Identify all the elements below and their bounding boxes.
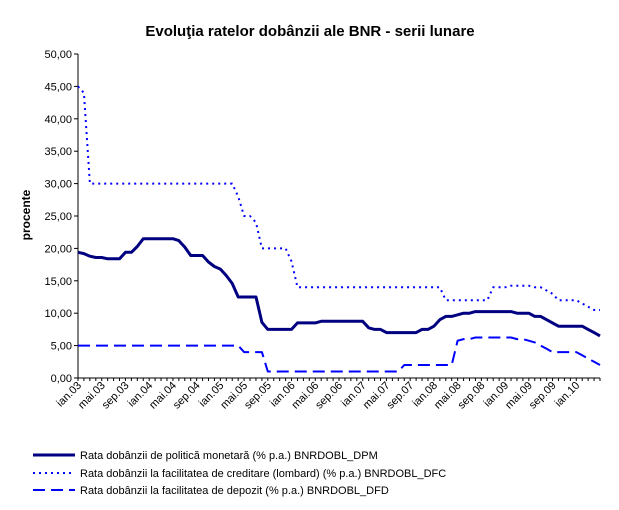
chart-title: Evoluţia ratelor dobânzii ale BNR - seri… (145, 23, 474, 40)
y-tick-label: 10,00 (44, 308, 72, 320)
y-tick-label: 20,00 (44, 243, 72, 255)
x-tick-label: sep.08 (456, 380, 488, 412)
x-tick-label: sep.04 (171, 380, 203, 412)
x-tick-label: sep.03 (100, 380, 132, 412)
series-line-3 (78, 336, 601, 373)
legend-label-3: Rata dobânzii la facilitatea de depozit … (80, 485, 389, 497)
series-line-1 (77, 237, 601, 338)
y-tick-label: 25,00 (44, 211, 72, 223)
y-tick-label: 50,00 (44, 49, 72, 61)
y-axis-label: procente (19, 189, 33, 240)
x-tick-label: sep.05 (242, 380, 274, 412)
y-tick-label: 45,00 (44, 81, 72, 93)
legend: Rata dobânzii de politică monetară (% p.… (33, 450, 446, 497)
y-tick-label: 0,00 (51, 373, 72, 385)
y-axis: 0,00 5,00 10,00 15,00 20,00 25,00 30,00 35,00 40… (44, 49, 79, 385)
legend-label-2: Rata dobânzii la facilitatea de creditar… (80, 468, 446, 480)
y-tick-label: 35,00 (44, 146, 72, 158)
y-tick-label: 15,00 (44, 276, 72, 288)
x-tick-label: sep.06 (313, 380, 345, 412)
series-group (77, 85, 601, 373)
y-tick-label: 5,00 (51, 341, 72, 353)
y-tick-label: 30,00 (44, 179, 72, 191)
x-tick-label: sep.09 (527, 380, 559, 412)
legend-label-1: Rata dobânzii de politică monetară (% p.… (80, 450, 378, 462)
x-axis: ian.03mai.03sep.03ian.04mai.04sep.04ian.… (54, 377, 601, 412)
x-tick-label: ian.10 (553, 380, 583, 410)
x-tick-label: sep.07 (384, 380, 416, 412)
series-line-2 (77, 85, 600, 311)
y-tick-label: 40,00 (44, 114, 72, 126)
